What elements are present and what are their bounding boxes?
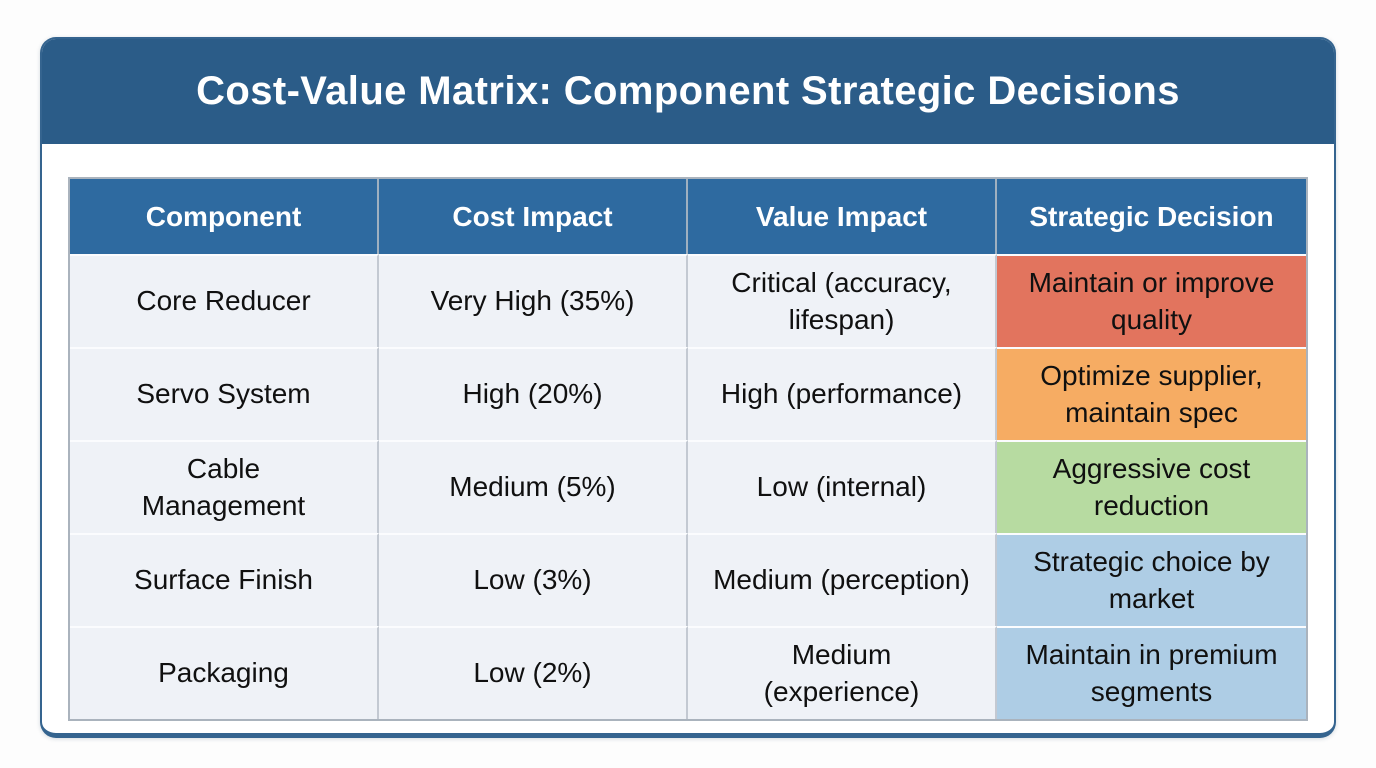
column-header-cost-impact: Cost Impact — [379, 179, 688, 254]
table-cell: Core Reducer — [70, 254, 379, 347]
table-cell: Packaging — [70, 626, 379, 719]
table-cell: Low (internal) — [688, 440, 997, 533]
table-cell: Critical (accuracy, lifespan) — [688, 254, 997, 347]
table-row: Core Reducer Very High (35%) Critical (acc… — [70, 254, 1306, 347]
table-cell: High (20%) — [379, 347, 688, 440]
strategic-decision-cell: Maintain or improve quality — [997, 254, 1306, 347]
strategic-decision-cell: Maintain in premium segments — [997, 626, 1306, 719]
table-row: Packaging Low (2%) Medium (experience) Main… — [70, 626, 1306, 719]
strategic-decision-cell: Optimize supplier, maintain spec — [997, 347, 1306, 440]
table-cell: High (performance) — [688, 347, 997, 440]
table-cell: Medium (perception) — [688, 533, 997, 626]
table-row: Servo System High (20%) High (performance)… — [70, 347, 1306, 440]
card-body: Component Cost Impact Value Impact Strategi… — [42, 144, 1334, 729]
column-header-component: Component — [70, 179, 379, 254]
column-header-value-impact: Value Impact — [688, 179, 997, 254]
page-title: Cost-Value Matrix: Component Strategic D… — [196, 69, 1180, 113]
table-cell: Medium (experience) — [688, 626, 997, 719]
table-cell: Low (2%) — [379, 626, 688, 719]
table-cell: Cable Management — [70, 440, 379, 533]
strategic-decision-cell: Strategic choice by market — [997, 533, 1306, 626]
table-cell: Medium (5%) — [379, 440, 688, 533]
table-cell: Low (3%) — [379, 533, 688, 626]
strategic-decision-cell: Aggressive cost reduction — [997, 440, 1306, 533]
table-cell: Very High (35%) — [379, 254, 688, 347]
column-header-strategic-decision: Strategic Decision — [997, 179, 1306, 254]
cost-value-matrix-table: Component Cost Impact Value Impact Strategi… — [68, 177, 1308, 721]
table-header-row: Component Cost Impact Value Impact Strategi… — [70, 179, 1306, 254]
table-row: Surface Finish Low (3%) Medium (perception… — [70, 533, 1306, 626]
table-row: Cable Management Medium (5%) Low (internal… — [70, 440, 1306, 533]
card-header: Cost-Value Matrix: Component Strategic D… — [42, 39, 1334, 144]
cost-value-matrix-card: Cost-Value Matrix: Component Strategic D… — [40, 37, 1336, 738]
table-cell: Surface Finish — [70, 533, 379, 626]
table-cell: Servo System — [70, 347, 379, 440]
